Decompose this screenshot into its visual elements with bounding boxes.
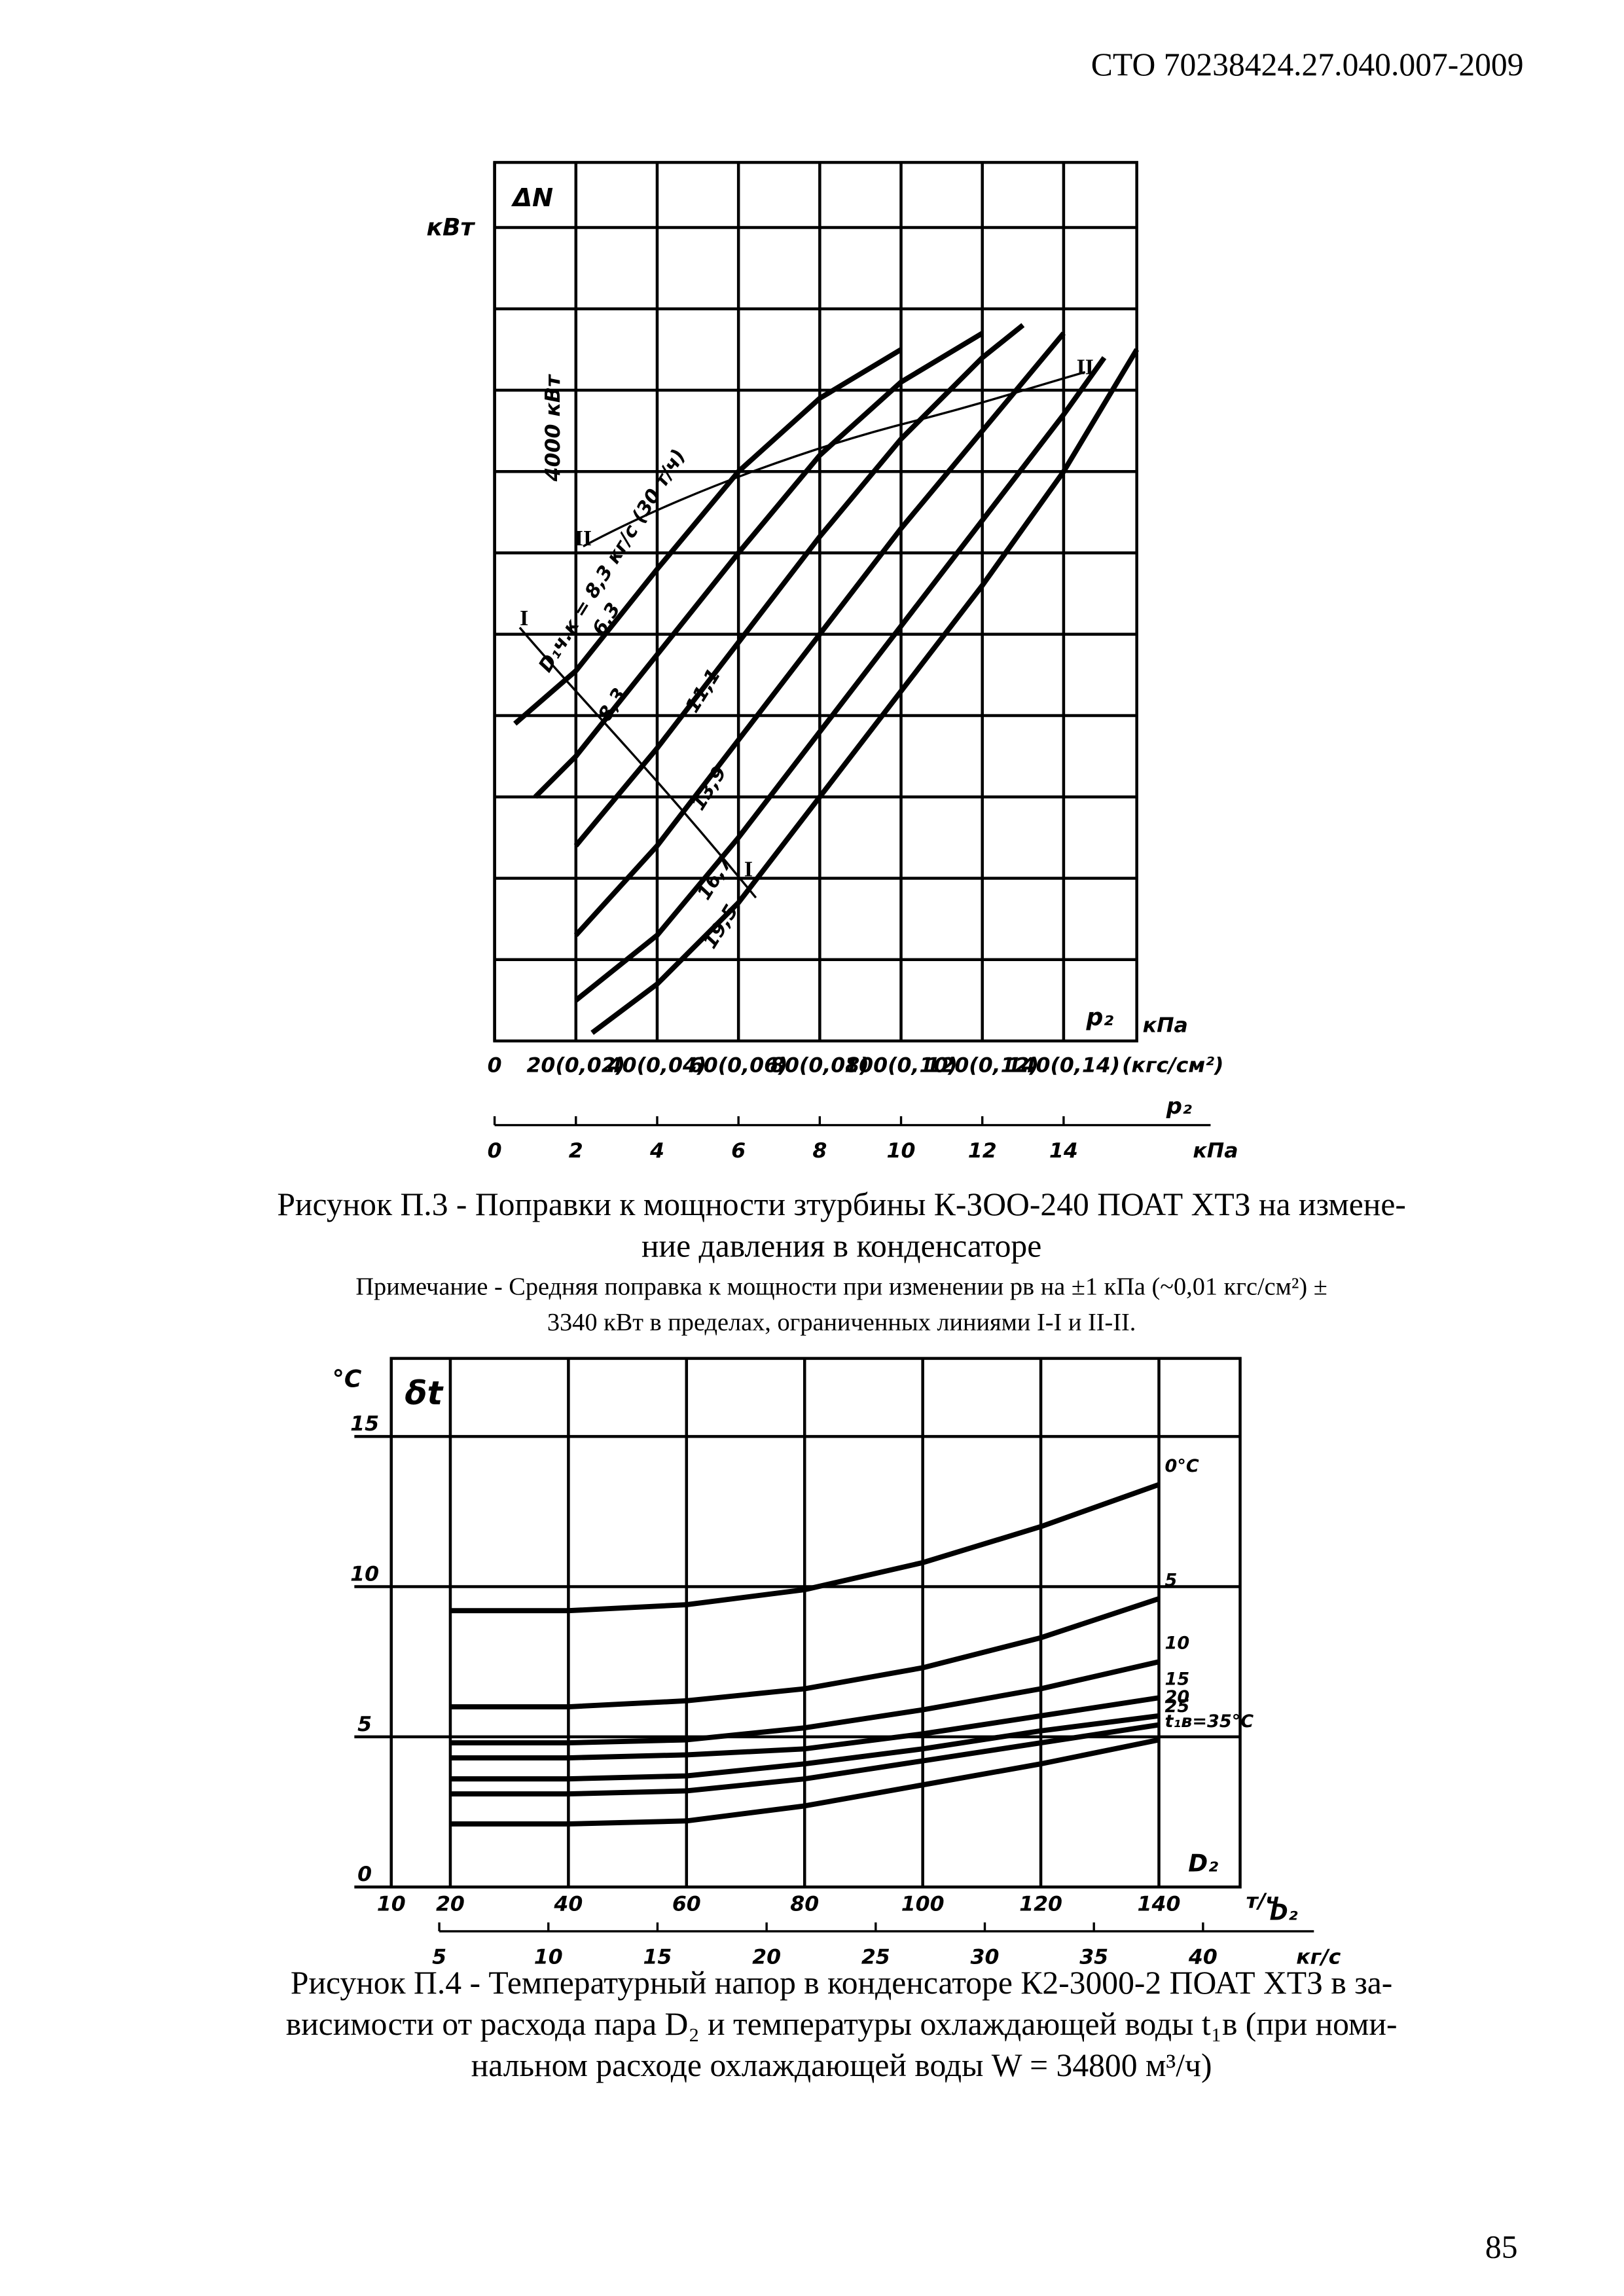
y-axis-unit: кВт (426, 214, 475, 242)
x2-tick-label: 4 (649, 1139, 664, 1163)
x-tick-label: 100 (901, 1892, 945, 1916)
x2-tick-label: 10 (534, 1946, 563, 1969)
x-axis-label: D₂ (1188, 1850, 1218, 1877)
boundary-label: I (520, 606, 528, 630)
scale-note: 4000 кВт (541, 374, 565, 482)
curve-label: 19,5 (698, 901, 742, 953)
x2-tick-label: 14 (1049, 1139, 1078, 1163)
x-axis-unit-alt: (кгс/см²) (1122, 1053, 1223, 1077)
x-tick-label: 40(0,04) (607, 1053, 707, 1077)
x2-tick-label: 12 (968, 1139, 997, 1163)
x-tick-label: 80(0,08) (770, 1053, 869, 1077)
x-tick-label: 20(0,02) (526, 1053, 625, 1077)
curve-label: 10 (1165, 1633, 1190, 1654)
x2-tick-label: 20 (752, 1946, 781, 1969)
curve (590, 348, 1140, 1035)
curve (513, 347, 903, 726)
x2-tick-label: 15 (643, 1946, 672, 1969)
x2-axis-unit: кПа (1193, 1139, 1238, 1163)
boundary-line (518, 627, 757, 899)
x-tick-label: 120 (1019, 1892, 1062, 1916)
x-tick-label: 120(0,12) (926, 1053, 1039, 1077)
curve (450, 1659, 1160, 1746)
x-tick-label: 100(0,10) (844, 1053, 958, 1077)
x-tick-label: 60 (672, 1892, 701, 1916)
curve (450, 1695, 1160, 1760)
x2-tick-label: 8 (812, 1139, 827, 1163)
caption-line: висимости от расхода пара D₂ и температу… (286, 2006, 1398, 2042)
boundary-label: I (744, 857, 753, 881)
caption-line: нальном расходе охлаждающей воды W = 348… (471, 2047, 1212, 2083)
curve-label: 11,1 (681, 665, 725, 716)
x-tick-label: 10 (377, 1892, 406, 1916)
x-axis-unit: т/ч (1246, 1889, 1280, 1913)
x-tick-label: 80 (790, 1892, 819, 1916)
curve-label: 25 (1165, 1696, 1190, 1717)
note-line: Примечание - Средняя поправка к мощности… (355, 1273, 1327, 1301)
x2-axis-label: p₂ (1166, 1093, 1192, 1119)
x-tick-label: 40 (553, 1892, 583, 1916)
curve-label: 5 (1165, 1570, 1178, 1590)
curve (450, 1713, 1159, 1782)
note-line: 3340 кВт в пределах, ограниченных линиям… (547, 1309, 1136, 1336)
x2-tick-label: 6 (731, 1139, 746, 1163)
x-tick-label: 140 (1138, 1892, 1181, 1916)
y-tick-label: 0 (357, 1863, 372, 1886)
boundary-label: II (575, 526, 592, 551)
x2-tick-label: 30 (971, 1946, 1000, 1969)
x2-axis-unit: кг/с (1296, 1946, 1341, 1969)
x-axis-label: p₂ (1085, 1004, 1113, 1031)
x2-tick-label: 10 (887, 1139, 916, 1163)
y-axis-label: δt (405, 1374, 444, 1412)
y-tick-label: 10 (350, 1562, 379, 1586)
y-axis-unit: °C (333, 1366, 362, 1393)
x-tick-label: 60(0,06) (689, 1053, 788, 1077)
curve-label: 13,9 (687, 762, 731, 814)
header-code: СТО 70238424.27.040.007-2009 (1091, 46, 1524, 82)
x-tick-label: 140(0,14) (1007, 1053, 1121, 1077)
curve (573, 331, 1066, 938)
curve-label: 0°C (1165, 1456, 1199, 1476)
curve (573, 323, 1025, 848)
caption-line: Рисунок П.4 - Температурный напор в конд… (291, 1965, 1392, 2001)
curve-label: 8,3 (594, 684, 630, 725)
x2-tick-label: 2 (569, 1139, 583, 1163)
x-tick-label: 20 (436, 1892, 465, 1916)
caption-line: ние давления в конденсаторе (641, 1228, 1041, 1264)
y-tick-label: 5 (357, 1713, 372, 1736)
x2-tick-label: 0 (488, 1139, 502, 1163)
x-tick-label: 0 (488, 1053, 502, 1077)
x-axis-unit: кПа (1143, 1013, 1188, 1037)
curve-label: t₁в=35°C (1165, 1711, 1254, 1732)
x2-tick-label: 5 (432, 1946, 446, 1969)
x2-tick-label: 25 (861, 1946, 890, 1969)
curve-label: 15 (1165, 1669, 1190, 1690)
curve (450, 1722, 1160, 1797)
curve-label: 20 (1165, 1687, 1190, 1707)
caption-line: Рисунок П.3 - Поправки к мощности зтурби… (277, 1186, 1406, 1222)
curve (533, 331, 984, 799)
curve (450, 1596, 1160, 1709)
curve (574, 355, 1107, 1002)
x2-axis-label: D₂ (1270, 1899, 1298, 1925)
curve (450, 1737, 1160, 1827)
x2-tick-label: 40 (1188, 1946, 1218, 1969)
x2-tick-label: 35 (1079, 1946, 1108, 1969)
y-axis-label: ΔN (511, 183, 553, 213)
y-tick-label: 15 (350, 1412, 379, 1436)
curve (450, 1482, 1160, 1614)
page-number: 85 (1485, 2229, 1518, 2265)
